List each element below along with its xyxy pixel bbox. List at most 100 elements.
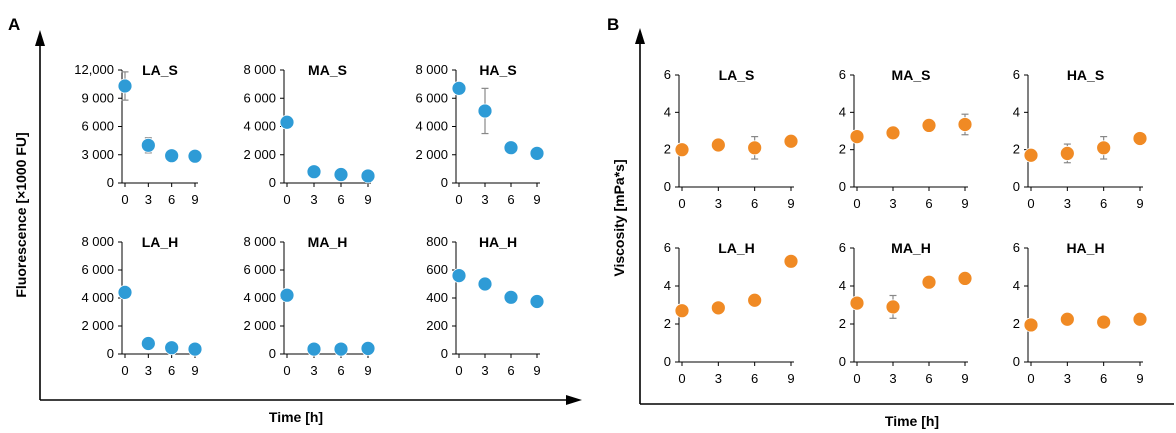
y-tick-label: 6 000 [81, 119, 114, 134]
x-tick-label: 6 [168, 192, 175, 207]
subplot-title: LA_S [719, 67, 755, 83]
data-point [1023, 147, 1039, 163]
y-tick-label: 3 000 [81, 147, 114, 162]
y-tick-label: 2 000 [81, 318, 114, 333]
y-tick-label: 0 [107, 175, 114, 190]
y-tick-label: 0 [839, 179, 846, 194]
panel-letter-a: A [8, 15, 20, 34]
frame-y-arrow-b [635, 28, 645, 44]
subplot-title: HA_S [1067, 67, 1104, 83]
subplot-a-ha-h: HA_H 0 200 400 600 800 0 3 6 9 [426, 234, 545, 378]
y-axis-label-fluorescence: Fluorescence [×1000 FU] [13, 132, 29, 297]
x-tick-label: 3 [145, 363, 152, 378]
subplot-title: HA_H [1066, 240, 1104, 256]
x-tick-label: 0 [121, 192, 128, 207]
data-point [477, 103, 493, 119]
subplot-title: MA_S [892, 67, 931, 83]
x-tick-label: 6 [751, 371, 758, 386]
data-point [503, 289, 519, 305]
data-point [117, 284, 133, 300]
y-tick-label: 6 [839, 67, 846, 82]
y-tick-label: 4 [664, 278, 671, 293]
data-point [957, 117, 973, 132]
y-tick-label: 0 [1013, 354, 1020, 369]
y-tick-label: 0 [107, 346, 114, 361]
x-tick-label: 3 [889, 196, 896, 211]
y-tick-label: 0 [664, 354, 671, 369]
y-tick-label: 2 000 [243, 147, 276, 162]
y-tick-label: 800 [426, 234, 448, 249]
y-tick-label: 6 000 [415, 90, 448, 105]
x-tick-label: 6 [337, 363, 344, 378]
data-point [503, 140, 519, 156]
frame-b [635, 28, 1174, 405]
x-tick-label: 6 [168, 363, 175, 378]
y-tick-label: 2 [1013, 316, 1020, 331]
x-tick-label: 9 [191, 363, 198, 378]
y-tick-label: 0 [1013, 179, 1020, 194]
x-tick-label: 0 [1027, 196, 1034, 211]
y-axis-label-viscosity: Viscosity [mPa*s] [611, 159, 627, 276]
data-point [279, 287, 295, 303]
x-tick-label: 9 [787, 371, 794, 386]
x-tick-label: 6 [925, 196, 932, 211]
data-point [674, 303, 690, 319]
data-point [279, 114, 295, 130]
data-point [360, 340, 376, 356]
subplot-b-ma-s: MA_S 0 2 4 6 0 3 6 9 [839, 67, 973, 211]
subplot-title: HA_S [479, 62, 516, 78]
y-tick-label: 0 [269, 175, 276, 190]
y-tick-label: 400 [426, 290, 448, 305]
x-tick-label: 9 [533, 192, 540, 207]
data-point [1132, 311, 1148, 327]
x-tick-label: 9 [191, 192, 198, 207]
x-axis-label-time-b: Time [h] [885, 413, 939, 429]
x-tick-label: 3 [145, 192, 152, 207]
subplot-title: HA_H [479, 234, 517, 250]
subplot-a-ma-h: MA_H 0 2 000 4 000 6 000 8 000 0 3 6 9 [243, 234, 376, 378]
x-tick-label: 9 [961, 196, 968, 211]
subplot-title: LA_H [142, 234, 179, 250]
frame-a [35, 30, 582, 405]
subplot-title: MA_H [891, 240, 931, 256]
data-point [117, 78, 133, 94]
subplot-title: LA_S [142, 62, 178, 78]
subplot-a-la-s: LA_S 0 3 000 6 000 9 000 12,000 0 3 6 9 [74, 62, 203, 207]
y-tick-label: 4 [839, 278, 846, 293]
subplot-b-ha-s: HA_S 0 2 4 6 0 3 6 9 [1013, 67, 1148, 211]
y-tick-label: 8 000 [243, 234, 276, 249]
y-tick-label: 2 000 [415, 147, 448, 162]
data-point [849, 295, 865, 311]
data-point [333, 167, 349, 182]
frame-y-arrow-a [35, 30, 45, 46]
y-tick-label: 6 000 [243, 90, 276, 105]
y-tick-label: 2 [1013, 142, 1020, 157]
y-tick-label: 4 [664, 104, 671, 119]
data-point [783, 253, 799, 269]
x-tick-label: 0 [455, 363, 462, 378]
y-tick-label: 4 000 [415, 119, 448, 134]
data-point [783, 133, 799, 149]
x-tick-label: 3 [889, 371, 896, 386]
y-tick-label: 0 [839, 354, 846, 369]
x-tick-label: 3 [310, 192, 317, 207]
x-tick-label: 9 [364, 192, 371, 207]
y-tick-label: 4 000 [243, 290, 276, 305]
panel-b-viscosity: B Viscosity [mPa*s] Time [h] LA_S 0 2 4 6 0 3 6… [607, 15, 1174, 429]
data-point [710, 137, 726, 153]
y-tick-label: 2 [839, 316, 846, 331]
data-point [710, 300, 726, 316]
data-point [885, 299, 901, 315]
data-point [306, 341, 322, 357]
x-tick-label: 3 [481, 192, 488, 207]
data-point [187, 148, 203, 164]
data-point [529, 294, 545, 309]
y-tick-label: 0 [664, 179, 671, 194]
y-tick-label: 4 [1013, 278, 1020, 293]
data-point [885, 125, 901, 141]
frame-x-arrow-a [566, 395, 582, 405]
y-tick-label: 2 [664, 142, 671, 157]
y-tick-label: 0 [441, 346, 448, 361]
